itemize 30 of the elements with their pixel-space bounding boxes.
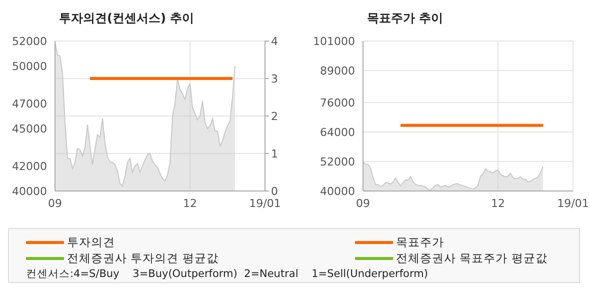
x-tick-label: 12: [491, 196, 505, 210]
y-tick-label: 76000: [320, 96, 355, 110]
y-tick-label: 89000: [320, 64, 355, 78]
y-tick-label: 40000: [12, 184, 47, 198]
text: 컨센서스:4=S/Buy 3=Buy(Outperform) 2=Neutral 1=Sell(Underperform): [26, 267, 428, 281]
y-tick-label: 52000: [12, 34, 47, 48]
y-tick-label: 52000: [320, 155, 355, 168]
legend-label: 목표주가: [396, 234, 444, 250]
x-tick-label: 09: [356, 196, 370, 210]
x-tick-label: 09: [48, 196, 62, 210]
legend-label: 전체증권사 투자의견 평균값: [67, 250, 218, 266]
y-tick-label: 40000: [320, 184, 355, 198]
y2-tick-label: 1: [271, 147, 278, 160]
y2-tick-label: 2: [271, 110, 278, 123]
y2-tick-label: 3: [271, 72, 278, 86]
x-tick-label: 12: [183, 196, 197, 210]
y-tick-label: 50000: [12, 60, 47, 73]
chart-title: 목표주가 추이: [367, 10, 444, 27]
y2-tick-label: 4: [271, 34, 278, 48]
y-tick-label: 101000: [313, 34, 355, 48]
y2-tick-label: 0: [271, 184, 278, 198]
x-tick-label: 19/01: [249, 196, 281, 210]
y-tick-label: 47000: [12, 97, 47, 110]
y-tick-label: 45000: [12, 122, 47, 136]
legend-label: 투자의견: [67, 234, 115, 250]
x-tick-label: 19/01: [557, 196, 589, 210]
chart-title: 투자의견(컨센서스) 추이: [59, 10, 194, 27]
y-tick-label: 42000: [12, 160, 47, 173]
legend-label: 전체증권사 목표주가 평균값: [396, 250, 548, 266]
y-tick-label: 64000: [320, 126, 355, 139]
